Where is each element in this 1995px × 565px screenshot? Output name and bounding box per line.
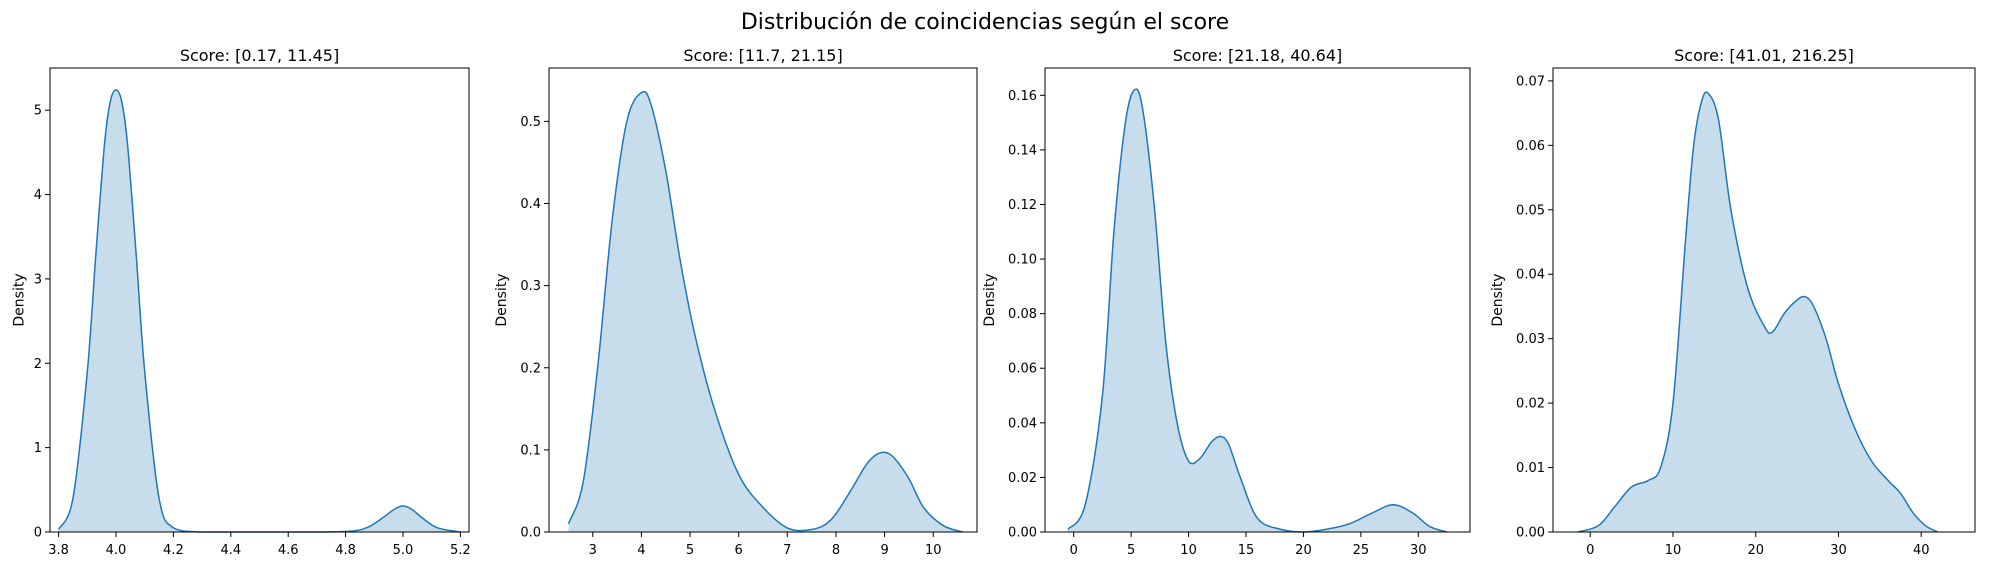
x-tick-label: 4.4 [220, 543, 241, 558]
y-tick-label: 0.4 [520, 197, 541, 212]
x-tick-label: 40 [1913, 543, 1930, 558]
y-tick-label: 0.16 [1008, 89, 1037, 104]
x-tick-label: 15 [1238, 543, 1255, 558]
y-tick-label: 0 [34, 526, 42, 541]
y-tick-label: 0.2 [520, 361, 541, 376]
axes-frame [1044, 67, 1471, 533]
x-tick-label: 30 [1830, 543, 1847, 558]
x-tick-label: 5 [1127, 543, 1135, 558]
y-tick-label: 0.0 [520, 526, 541, 541]
y-tick-label: 0.04 [1008, 416, 1037, 431]
x-tick-label: 30 [1410, 543, 1427, 558]
x-tick-label: 5.2 [450, 543, 471, 558]
x-tick-label: 8 [832, 543, 840, 558]
panel-title: Score: [21.18, 40.64] [1173, 46, 1343, 65]
y-tick-label: 0.00 [1008, 526, 1037, 541]
y-tick-label: 4 [34, 188, 42, 203]
y-tick-label: 1 [34, 441, 42, 456]
x-tick-label: 9 [880, 543, 888, 558]
density-area [1067, 89, 1448, 532]
x-tick-label: 4 [637, 543, 645, 558]
y-axis-label: Density [982, 273, 998, 326]
density-area [1577, 92, 1938, 533]
y-tick-label: 0.14 [1008, 143, 1037, 158]
x-tick-label: 4.0 [106, 543, 127, 558]
panel-4: 0 10 20 30 40 0.00 0.01 0.02 0.03 0.04 0.05 0.06 0.0… [1490, 46, 1976, 558]
x-tick-label: 6 [735, 543, 743, 558]
density-area [568, 91, 963, 532]
y-tick-label: 0.02 [1008, 471, 1037, 486]
x-tick-label: 0 [1070, 543, 1078, 558]
y-tick-label: 0.1 [520, 443, 541, 458]
x-tick-label: 3 [589, 543, 597, 558]
x-tick-label: 7 [783, 543, 791, 558]
panel-title: Score: [11.7, 21.15] [683, 46, 842, 65]
y-tick-label: 0.02 [1516, 397, 1545, 412]
x-tick-label: 4.6 [278, 543, 299, 558]
y-tick-label: 0.05 [1516, 203, 1545, 218]
y-tick-label: 0.3 [520, 279, 541, 294]
axes-frame [1552, 67, 1976, 533]
y-tick-label: 0.00 [1516, 526, 1545, 541]
y-axis-label: Density [494, 273, 510, 326]
panel-1: 3.8 4.0 4.2 4.4 4.6 4.8 5.0 5.2 0 1 2 3 4 5 Score: [0.… [12, 46, 471, 558]
panel-title: Score: [0.17, 11.45] [180, 46, 339, 65]
axes-frame [548, 67, 978, 533]
y-tick-label: 0.10 [1008, 253, 1037, 268]
y-tick-label: 0.06 [1008, 362, 1037, 377]
y-tick-label: 2 [34, 357, 42, 372]
y-tick-label: 3 [34, 272, 42, 287]
density-line [57, 89, 461, 533]
x-tick-label: 10 [1665, 543, 1682, 558]
y-tick-label: 0.5 [520, 115, 541, 130]
x-tick-label: 3.8 [48, 543, 69, 558]
y-tick-label: 5 [34, 104, 42, 119]
y-tick-label: 0.06 [1516, 139, 1545, 154]
y-tick-label: 0.01 [1516, 461, 1545, 476]
x-tick-label: 5 [686, 543, 694, 558]
figure-title: Distribución de coincidencias según el s… [741, 10, 1229, 35]
y-tick-label: 0.07 [1516, 74, 1545, 89]
axes-frame [49, 67, 470, 533]
density-line [567, 90, 963, 533]
panel-title: Score: [41.01, 216.25] [1674, 46, 1854, 65]
density-line [1067, 88, 1448, 533]
y-axis-label: Density [12, 273, 28, 326]
panel-2: 3 4 5 6 7 8 9 10 0.0 0.1 0.2 0.3 0.4 0.5 Score: [11.7,… [494, 46, 978, 558]
density-line [1577, 91, 1939, 533]
x-tick-label: 4.8 [335, 543, 356, 558]
x-tick-label: 10 [925, 543, 942, 558]
x-tick-label: 25 [1353, 543, 1370, 558]
x-tick-label: 0 [1586, 543, 1594, 558]
panel-3: 0 5 10 15 20 25 30 0.00 0.02 0.04 0.06 0.08 0.10 0.12… [982, 46, 1471, 558]
y-tick-label: 0.08 [1008, 307, 1037, 322]
y-tick-label: 0.12 [1008, 198, 1037, 213]
x-tick-label: 4.2 [163, 543, 184, 558]
x-tick-label: 20 [1295, 543, 1312, 558]
density-area [58, 89, 461, 533]
x-tick-label: 10 [1180, 543, 1197, 558]
y-tick-label: 0.03 [1516, 332, 1545, 347]
y-tick-label: 0.04 [1516, 268, 1545, 283]
x-tick-label: 5.0 [393, 543, 414, 558]
y-axis-label: Density [1490, 273, 1506, 326]
x-tick-label: 20 [1747, 543, 1764, 558]
